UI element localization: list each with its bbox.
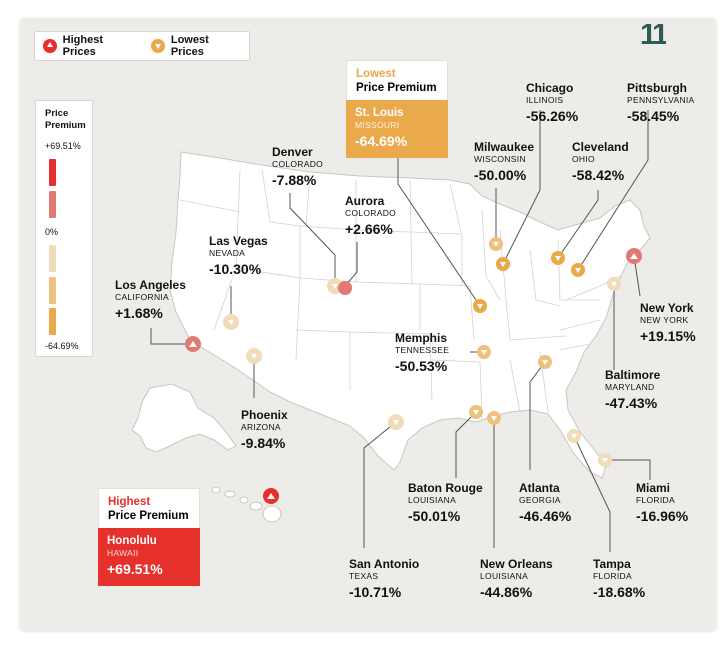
- label-baton-rouge: Baton Rouge LOUISIANA -50.01%: [408, 481, 483, 524]
- marker-atlanta: [538, 355, 552, 369]
- legend-highest-label: Highest Prices: [62, 34, 103, 58]
- marker-aurora: [338, 281, 352, 295]
- label-las-vegas: Las Vegas NEVADA -10.30%: [209, 234, 268, 277]
- legend-lowest: Lowest Prices: [151, 34, 243, 58]
- label-chicago: Chicago ILLINOIS -56.26%: [526, 81, 579, 124]
- legend-lowest-label: Lowest Prices: [170, 34, 209, 58]
- marker-cleveland: [551, 251, 565, 265]
- label-san-antonio: San Antonio TEXAS -10.71%: [349, 557, 420, 600]
- scale-min-label: -64.69%: [45, 341, 79, 351]
- state-borders: [179, 169, 621, 421]
- label-pittsburgh: Pittsburgh PENNSYLVANIA -58.45%: [627, 81, 695, 124]
- alaska-shape: [131, 383, 237, 453]
- label-baltimore: Baltimore MARYLAND -47.43%: [605, 368, 661, 411]
- up-arrow-icon: [43, 39, 57, 53]
- brand-logo: 11: [640, 24, 666, 46]
- legend-highest: Highest Prices: [43, 34, 137, 58]
- marker-miami: [598, 453, 612, 467]
- label-new-orleans: New Orleans LOUISIANA -44.86%: [480, 557, 553, 600]
- marker-milwaukee: [489, 237, 503, 251]
- scale-bar-1: [49, 159, 56, 186]
- label-los-angeles: Los Angeles CALIFORNIA +1.68%: [115, 278, 186, 321]
- marker-tampa: [567, 429, 581, 443]
- price-premium-scale: Price Premium +69.51% 0% -64.69%: [35, 100, 93, 357]
- label-cleveland: Cleveland OHIO -58.42%: [572, 140, 629, 183]
- marker-new-orleans: [487, 411, 501, 425]
- lowest-box-heading: Lowest Price Premium: [346, 60, 448, 100]
- marker-new-york: [626, 248, 642, 264]
- label-miami: Miami FLORIDA -16.96%: [636, 481, 689, 524]
- marker-pittsburgh: [571, 263, 585, 277]
- marker-baton-rouge: [469, 405, 483, 419]
- label-phoenix: Phoenix ARIZONA -9.84%: [241, 408, 288, 451]
- down-arrow-icon: [151, 39, 165, 53]
- city-markers: [185, 237, 642, 504]
- label-tampa: Tampa FLORIDA -18.68%: [593, 557, 646, 600]
- marker-phoenix: [246, 348, 262, 364]
- scale-mid-label: 0%: [45, 227, 59, 237]
- label-aurora: Aurora COLORADO +2.66%: [345, 194, 397, 237]
- scale-bar-3: [49, 245, 56, 272]
- label-new-york: New York NEW YORK +19.15%: [640, 301, 696, 344]
- highest-box-body: Honolulu HAWAII +69.51%: [98, 528, 200, 586]
- marker-las-vegas: [223, 314, 239, 330]
- label-memphis: Memphis TENNESSEE -50.53%: [395, 331, 450, 374]
- scale-bar-4: [49, 277, 56, 304]
- label-atlanta: Atlanta GEORGIA -46.46%: [519, 481, 572, 524]
- label-denver: Denver COLORADO -7.88%: [272, 145, 324, 188]
- marker-los-angeles: [185, 336, 201, 352]
- lowest-box-body: St. Louis MISSOURI -64.69%: [346, 100, 448, 158]
- label-milwaukee: Milwaukee WISCONSIN -50.00%: [474, 140, 535, 183]
- scale-title: Price Premium: [45, 108, 86, 131]
- scale-max-label: +69.51%: [45, 141, 81, 151]
- marker-baltimore: [607, 277, 621, 291]
- marker-memphis: [477, 345, 491, 359]
- marker-st-louis: [473, 299, 487, 313]
- price-legend: Highest Prices Lowest Prices: [34, 31, 250, 61]
- highest-box-heading: Highest Price Premium: [98, 488, 200, 528]
- scale-bar-5: [49, 308, 56, 335]
- hawaii-shape: [211, 486, 282, 523]
- lowest-premium-box: Lowest Price Premium St. Louis MISSOURI …: [346, 60, 448, 158]
- marker-honolulu: [263, 488, 279, 504]
- marker-san-antonio: [388, 414, 404, 430]
- highest-premium-box: Highest Price Premium Honolulu HAWAII +6…: [98, 488, 200, 586]
- marker-chicago: [496, 257, 510, 271]
- scale-bar-2: [49, 191, 56, 218]
